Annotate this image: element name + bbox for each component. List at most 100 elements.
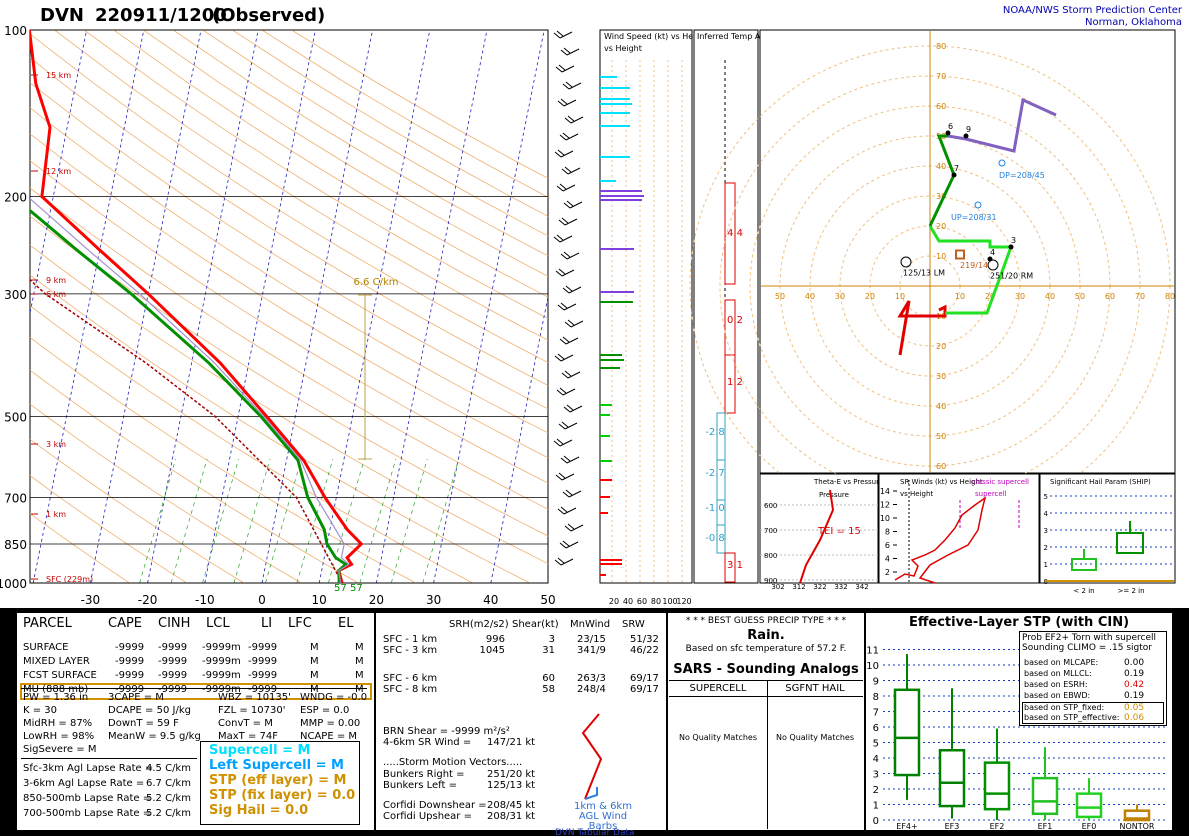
- hodo-ring-label: 60: [936, 102, 946, 111]
- height-label: 3 km: [46, 440, 66, 449]
- kin-mnwind: 341/9: [577, 645, 606, 656]
- thermo-cell: PW = 1.36 in: [23, 692, 89, 703]
- barb-flag: [555, 270, 563, 277]
- brn-shear: BRN Shear = -9999 m²/s²: [383, 726, 510, 737]
- barb-shaft: [561, 65, 575, 73]
- stp-ytick: 4: [873, 754, 879, 765]
- hodo-ring-label: 60: [1105, 292, 1115, 301]
- hodo-ring-label: 80: [936, 42, 946, 51]
- hodo-ring-label: 40: [936, 402, 946, 411]
- corfidi-dn-label: DP=208/45: [999, 171, 1045, 180]
- dry-adiabat: [30, 160, 548, 484]
- stp-prob-box: Prob EF2+ Torn with supercell Sounding C…: [1019, 631, 1167, 726]
- skewt-grid: [30, 30, 548, 583]
- thermo-cell: ESP = 0.0: [300, 705, 350, 716]
- thetae-ytick: 900: [764, 577, 777, 585]
- ship-title: Significant Hail Param (SHIP): [1050, 478, 1151, 486]
- kin-shear: 31: [542, 645, 555, 656]
- thermo-cell: LowRH = 98%: [23, 731, 95, 742]
- hodo-ring-label: 10: [895, 292, 905, 301]
- mixing-ratio-line: [233, 458, 271, 583]
- barb-shaft: [566, 252, 580, 260]
- dry-adiabat: [113, 30, 548, 298]
- dry-adiabat: [54, 30, 548, 341]
- ship-ytick: 4: [1044, 510, 1049, 518]
- kin-mnwind: 263/3: [577, 673, 606, 684]
- srwind-plot: 14 12 10 8 6 4 2 vs Height supercell: [880, 480, 1020, 584]
- org-location: Norman, Oklahoma: [1085, 17, 1182, 28]
- storm-motion-header: .....Storm Motion Vectors.....: [383, 757, 523, 768]
- sounding-panels: DVN 220911/1200 (Observed) NOAA/NWS Stor…: [0, 5, 1183, 607]
- hodo-ring-label: 70: [936, 72, 946, 81]
- barb-flag: [559, 542, 567, 549]
- barb-flag: [554, 151, 562, 158]
- stp-box: Effective-Layer STP (with CIN) 11 10 9 8 7 6 5…: [866, 613, 1172, 830]
- temp-adv-value: 1.2: [727, 377, 743, 388]
- wind-speed-tick: 20: [609, 597, 619, 606]
- hodo-ring-label: 40: [1045, 292, 1055, 301]
- barb-flag: [558, 423, 566, 430]
- parcel-cell: M: [355, 642, 364, 653]
- lapse-label: 850-500mb Lapse Rate =: [23, 793, 152, 804]
- stp-ytick: 1: [873, 801, 879, 812]
- stp-fix-value: 0.05: [1124, 703, 1145, 713]
- parcel-cell: M: [355, 670, 364, 681]
- sars-supercell-msg: No Quality Matches: [678, 733, 758, 742]
- mean-wind-label: 219/14: [960, 261, 988, 270]
- srwind-ytick: 2: [885, 568, 890, 577]
- pressure-tick-label: 300: [4, 288, 27, 302]
- pressure-tick-label: 100: [4, 24, 27, 38]
- srwind-subtitle: vs Height: [900, 490, 933, 498]
- hodo-km-label: 9: [966, 125, 971, 134]
- barb-flag: [563, 202, 571, 209]
- sfc-dewp-label: 57: [350, 583, 363, 594]
- pressure-tick-label: 200: [4, 190, 27, 204]
- parcel-cell: -9999: [158, 642, 188, 653]
- height-label: 15 km: [46, 71, 71, 80]
- hodo-ring-label: 30: [936, 372, 946, 381]
- height-label: 12 km: [46, 167, 71, 176]
- dry-adiabat: [30, 438, 245, 583]
- temp-adv-value: -1.0: [705, 503, 725, 514]
- height-label: 6 km: [46, 290, 66, 299]
- parcel-cell: M: [310, 670, 319, 681]
- corfidi-up-label: UP=208/31: [951, 213, 997, 222]
- parcel-trace: [30, 278, 343, 583]
- severe-param: Left Supercell = M: [209, 758, 344, 773]
- stp-fix-box: [1022, 702, 1164, 724]
- stp-ytick: 0: [873, 816, 879, 827]
- parcel-cell: M: [310, 656, 319, 667]
- pressure-tick-label: 500: [4, 411, 27, 425]
- ship-ytick: 2: [1044, 544, 1048, 552]
- mixing-ratio-line: [170, 458, 208, 583]
- barb-shaft: [560, 354, 574, 362]
- hodo-ring-label: 30: [1015, 292, 1025, 301]
- temp-adv-value: -0.8: [705, 533, 725, 544]
- hodo-9-12km: [947, 97, 1057, 153]
- stp-fix-label: based on STP_fixed:: [1024, 703, 1105, 712]
- barb-shaft: [566, 456, 580, 464]
- hodo-km-label: 6: [948, 122, 953, 131]
- parcel-cell: -9999m: [202, 684, 241, 695]
- stp-category: EF0: [1082, 822, 1097, 829]
- dry-adiabat: [30, 305, 474, 583]
- temp-tick-label: 0: [258, 593, 266, 607]
- wind-speed-frame: [599, 29, 693, 584]
- barb-flag: [564, 117, 572, 124]
- stp-ytick: 2: [873, 785, 879, 796]
- lapse-value: 5.2 C/km: [146, 808, 191, 819]
- barb-shaft: [566, 48, 580, 56]
- barb-shaft: [568, 490, 582, 498]
- stp-box-ef3: [938, 749, 966, 808]
- lm-marker: [900, 256, 912, 268]
- precip-box: * * * BEST GUESS PRECIP TYPE * * * Rain.…: [668, 613, 864, 659]
- thetae-subtitle: Pressure: [819, 491, 849, 499]
- sars-title: SARS - Sounding Analogs: [673, 662, 859, 677]
- barb-flag: [561, 372, 569, 379]
- wind-speed-tick: 60: [637, 597, 647, 606]
- temp-tick-label: 20: [369, 593, 384, 607]
- tabular-panels: PARCEL CAPE CINH LCL LI LFC EL SURFACE -9999 -99…: [0, 608, 1189, 836]
- thetae-ytick: 700: [764, 527, 777, 535]
- parcel-cell: FCST SURFACE: [23, 670, 97, 681]
